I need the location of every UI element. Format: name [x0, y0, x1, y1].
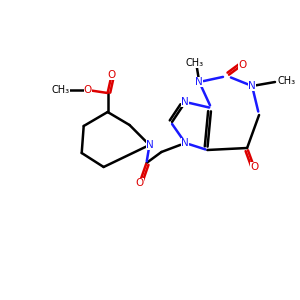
Text: CH₃: CH₃: [52, 85, 70, 95]
Text: N: N: [182, 97, 189, 107]
Text: O: O: [250, 162, 258, 172]
Text: N: N: [182, 138, 189, 148]
Text: O: O: [84, 85, 92, 95]
Text: CH₃: CH₃: [185, 58, 203, 68]
Text: N: N: [146, 140, 153, 150]
Text: N: N: [248, 81, 256, 91]
Text: CH₃: CH₃: [277, 76, 295, 86]
Text: O: O: [135, 178, 144, 188]
Text: N: N: [195, 77, 203, 87]
Text: O: O: [107, 70, 116, 80]
Text: O: O: [238, 60, 246, 70]
